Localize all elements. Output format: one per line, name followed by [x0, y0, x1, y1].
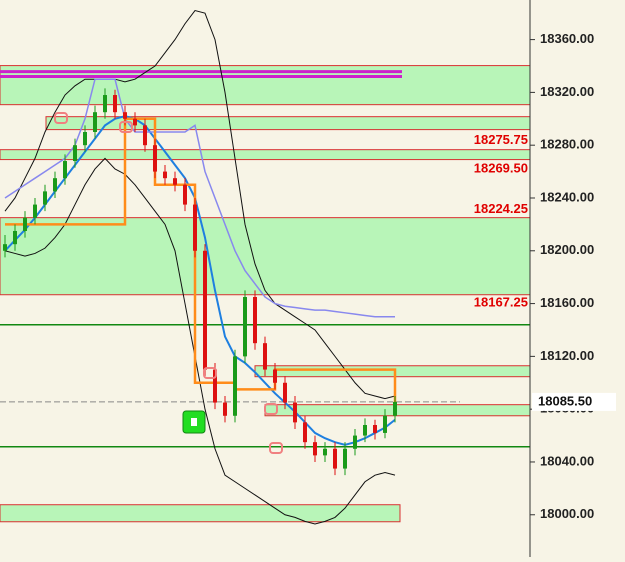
level-label: 18275.75: [474, 132, 528, 147]
zone: [0, 217, 531, 296]
candle-body: [33, 204, 37, 218]
candle-body: [43, 191, 47, 205]
candle-body: [283, 382, 287, 403]
marker: [269, 442, 283, 454]
signal-icon-mark: [191, 418, 197, 426]
candle-body: [193, 204, 197, 251]
indicator-line: [5, 117, 397, 416]
candle-body: [333, 448, 337, 469]
level-label: 18224.25: [474, 201, 528, 216]
candle-body: [53, 178, 57, 192]
marker: [264, 403, 278, 415]
last-price-label: 18085.50: [538, 393, 592, 408]
y-tick-label: 18320.00: [540, 84, 594, 99]
candle-body: [273, 369, 277, 383]
y-tick-label: 18160.00: [540, 295, 594, 310]
candle-body: [203, 250, 207, 370]
candle-body: [243, 296, 247, 357]
candle-body: [303, 422, 307, 443]
marker: [119, 121, 133, 133]
y-tick-label: 18200.00: [540, 242, 594, 257]
candle-body: [123, 112, 127, 119]
candle-body: [3, 244, 7, 251]
y-tick-label: 18120.00: [540, 348, 594, 363]
indicator-line: [4, 9, 396, 400]
indicator-line: [4, 115, 396, 446]
y-tick-label: 18280.00: [540, 137, 594, 152]
candle-body: [13, 230, 17, 245]
marker: [54, 112, 68, 124]
level-label: 18269.50: [474, 160, 528, 175]
candle-body: [233, 356, 237, 416]
candle-body: [143, 125, 147, 146]
candle-body: [153, 145, 157, 172]
candle-body: [173, 178, 177, 185]
y-tick-label: 18040.00: [540, 453, 594, 468]
candle-body: [93, 112, 97, 132]
y-tick-label: 18000.00: [540, 506, 594, 521]
candle-body: [313, 442, 317, 456]
candle-body: [73, 145, 77, 162]
candle-body: [373, 425, 377, 433]
zone: [0, 504, 401, 523]
candle-body: [113, 95, 117, 113]
candle-body: [23, 217, 27, 231]
y-tick-label: 18360.00: [540, 31, 594, 46]
candle-body: [163, 171, 167, 179]
candle-body: [293, 402, 297, 423]
candle-body: [383, 415, 387, 433]
candle-body: [133, 118, 137, 126]
candle-body: [363, 425, 367, 436]
marker: [203, 367, 217, 379]
last-price-box: [532, 392, 616, 411]
candle-body: [63, 161, 67, 179]
indicator-line: [4, 78, 395, 318]
candle-body: [393, 401, 397, 416]
candle-body: [253, 296, 257, 344]
candle-body: [213, 369, 217, 403]
zone: [264, 404, 531, 417]
plot-area: [0, 9, 531, 525]
candle-body: [263, 343, 267, 370]
candle-body: [343, 448, 347, 469]
candle-body: [323, 448, 327, 456]
candle-body: [183, 184, 187, 205]
candle-body: [103, 95, 107, 113]
candle-body: [83, 131, 87, 146]
zone: [254, 365, 531, 378]
y-tick-label: 18240.00: [540, 189, 594, 204]
candle-body: [223, 402, 227, 416]
level-label: 18167.25: [474, 294, 528, 309]
candle-body: [353, 435, 357, 449]
